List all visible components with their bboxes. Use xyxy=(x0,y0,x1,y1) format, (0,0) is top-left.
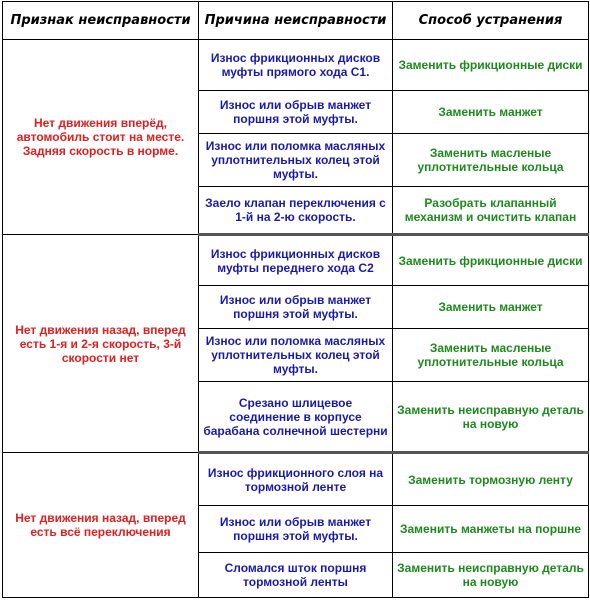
table-row: Нет движения вперёд, автомобиль стоит на… xyxy=(2,38,589,236)
table-row: Износ или поломка масляных уплотнительны… xyxy=(3,328,589,383)
cause-cell: Износ или поломка масляных уплотнительны… xyxy=(198,328,393,383)
fix-cell: Заменить манжет xyxy=(392,285,589,330)
table-row: Нет движения назад, вперед есть 1-я и 2-… xyxy=(2,234,589,454)
header-fix: Способ устранения xyxy=(392,1,589,40)
header-symptom: Признак неисправности xyxy=(2,1,199,40)
fix-cell: Заменить фрикционные диски xyxy=(392,234,589,287)
table-row: Срезано шлицевое соединение в корпусе ба… xyxy=(3,381,589,455)
fix-cell: Разобрать клапанный механизм и очистить … xyxy=(392,185,589,237)
fix-cell: Заменить фрикционные диски xyxy=(392,39,589,91)
table-row: Нет движения назад, вперед есть всё пере… xyxy=(2,452,589,598)
fix-cell: Заменить неисправную деталь на новую xyxy=(392,552,589,598)
cause-cell: Сломался шток поршня тормозной ленты xyxy=(198,552,393,598)
table-row: Заело клапан переключения с 1-й на 2-ю с… xyxy=(3,185,589,237)
header-row: Признак неисправности Причина неисправно… xyxy=(2,1,589,40)
cause-cell: Износ или обрыв манжет поршня этой муфты… xyxy=(198,505,393,554)
header-cause: Причина неисправности xyxy=(198,1,393,40)
cause-cell: Износ фрикционного слоя на тормозной лен… xyxy=(198,452,393,507)
table-row: Износ или обрыв манжет поршня этой муфты… xyxy=(3,505,589,554)
cause-cell: Износ или обрыв манжет поршня этой муфты… xyxy=(198,89,393,134)
cause-cell: Срезано шлицевое соединение в корпусе ба… xyxy=(198,381,393,455)
symptom-cell: Нет движения назад, вперед есть всё пере… xyxy=(2,452,199,598)
fix-cell: Заменить неисправную деталь на новую xyxy=(392,381,589,455)
table-row: Износ или поломка масляных уплотнительны… xyxy=(3,132,589,187)
table-row: Износ или обрыв манжет поршня этой муфты… xyxy=(3,89,589,134)
fix-cell: Заменить тормозную ленту xyxy=(392,452,589,507)
cause-cell: Износ или поломка масляных уплотнительны… xyxy=(198,132,393,187)
fix-cell: Заменить масленые уплотнительные кольца xyxy=(392,132,589,187)
cause-cell: Износ фрикционных дисков муфты переднего… xyxy=(198,234,393,287)
fix-cell: Заменить манжеты на поршне xyxy=(392,505,589,554)
symptom-cell: Нет движения вперёд, автомобиль стоит на… xyxy=(2,38,199,236)
cause-cell: Заело клапан переключения с 1-й на 2-ю с… xyxy=(198,185,393,237)
symptom-cell: Нет движения назад, вперед есть 1-я и 2-… xyxy=(2,234,199,454)
fix-cell: Заменить манжет xyxy=(392,89,589,134)
fix-cell: Заменить масленые уплотнительные кольца xyxy=(392,328,589,383)
table-row: Сломался шток поршня тормозной ленты Зам… xyxy=(3,552,589,598)
cause-cell: Износ фрикционных дисков муфты прямого х… xyxy=(198,39,393,91)
cause-cell: Износ или обрыв манжет поршня этой муфты… xyxy=(198,285,393,330)
